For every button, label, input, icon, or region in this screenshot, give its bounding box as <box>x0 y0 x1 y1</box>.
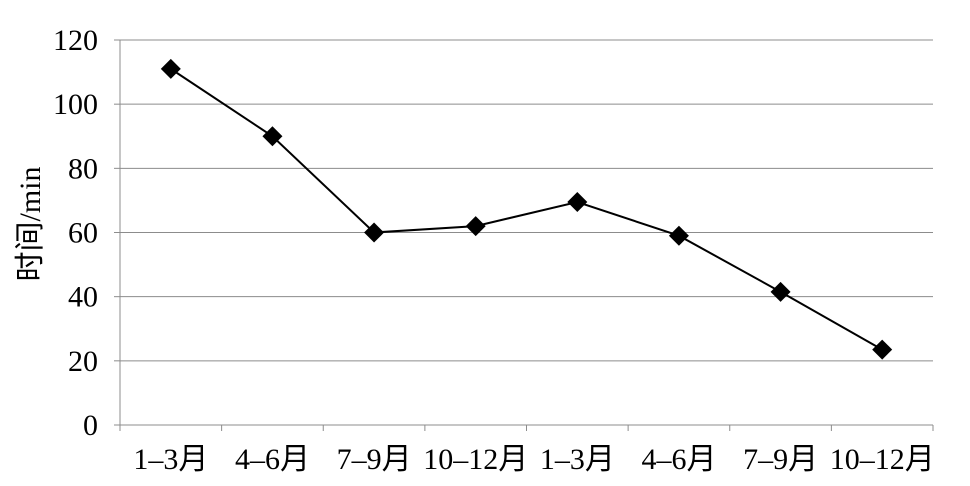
data-point-diamond <box>160 58 181 79</box>
x-tick-labels: 1–3月 4–6月 7–9月 10–12月 1–3月 4–6月 7–9月 10–12月 <box>133 443 934 476</box>
y-tick-label: 20 <box>68 345 98 378</box>
data-point-diamond <box>465 216 486 237</box>
y-tick-label: 60 <box>68 217 98 250</box>
x-tick-label: 10–12月 <box>423 443 528 476</box>
gridlines <box>120 39 933 362</box>
data-point-diamond <box>872 339 893 360</box>
x-tick-label: 7–9月 <box>337 443 412 476</box>
data-point-diamond <box>567 192 588 213</box>
data-point-diamond <box>668 225 689 246</box>
series-line <box>170 68 883 351</box>
x-tick-label: 1–3月 <box>540 443 615 476</box>
x-tick-label: 10–12月 <box>830 443 935 476</box>
y-tick-labels: 0 20 40 60 80 100 120 <box>53 24 98 442</box>
x-tick-label: 4–6月 <box>235 443 310 476</box>
y-tick-label: 100 <box>53 88 98 121</box>
x-tick-label: 4–6月 <box>641 443 716 476</box>
y-axis-label: 时间/min <box>14 166 47 281</box>
y-tick-label: 0 <box>83 409 98 442</box>
data-point-diamond <box>770 281 791 302</box>
y-tick-label: 40 <box>68 281 98 314</box>
series-group <box>160 58 893 360</box>
data-point-diamond <box>262 126 283 147</box>
data-point-diamond <box>364 222 385 243</box>
x-tick-label: 7–9月 <box>743 443 818 476</box>
y-tick-label: 120 <box>53 24 98 57</box>
y-tick-label: 80 <box>68 152 98 185</box>
x-tick-label: 1–3月 <box>133 443 208 476</box>
axes <box>114 39 934 431</box>
